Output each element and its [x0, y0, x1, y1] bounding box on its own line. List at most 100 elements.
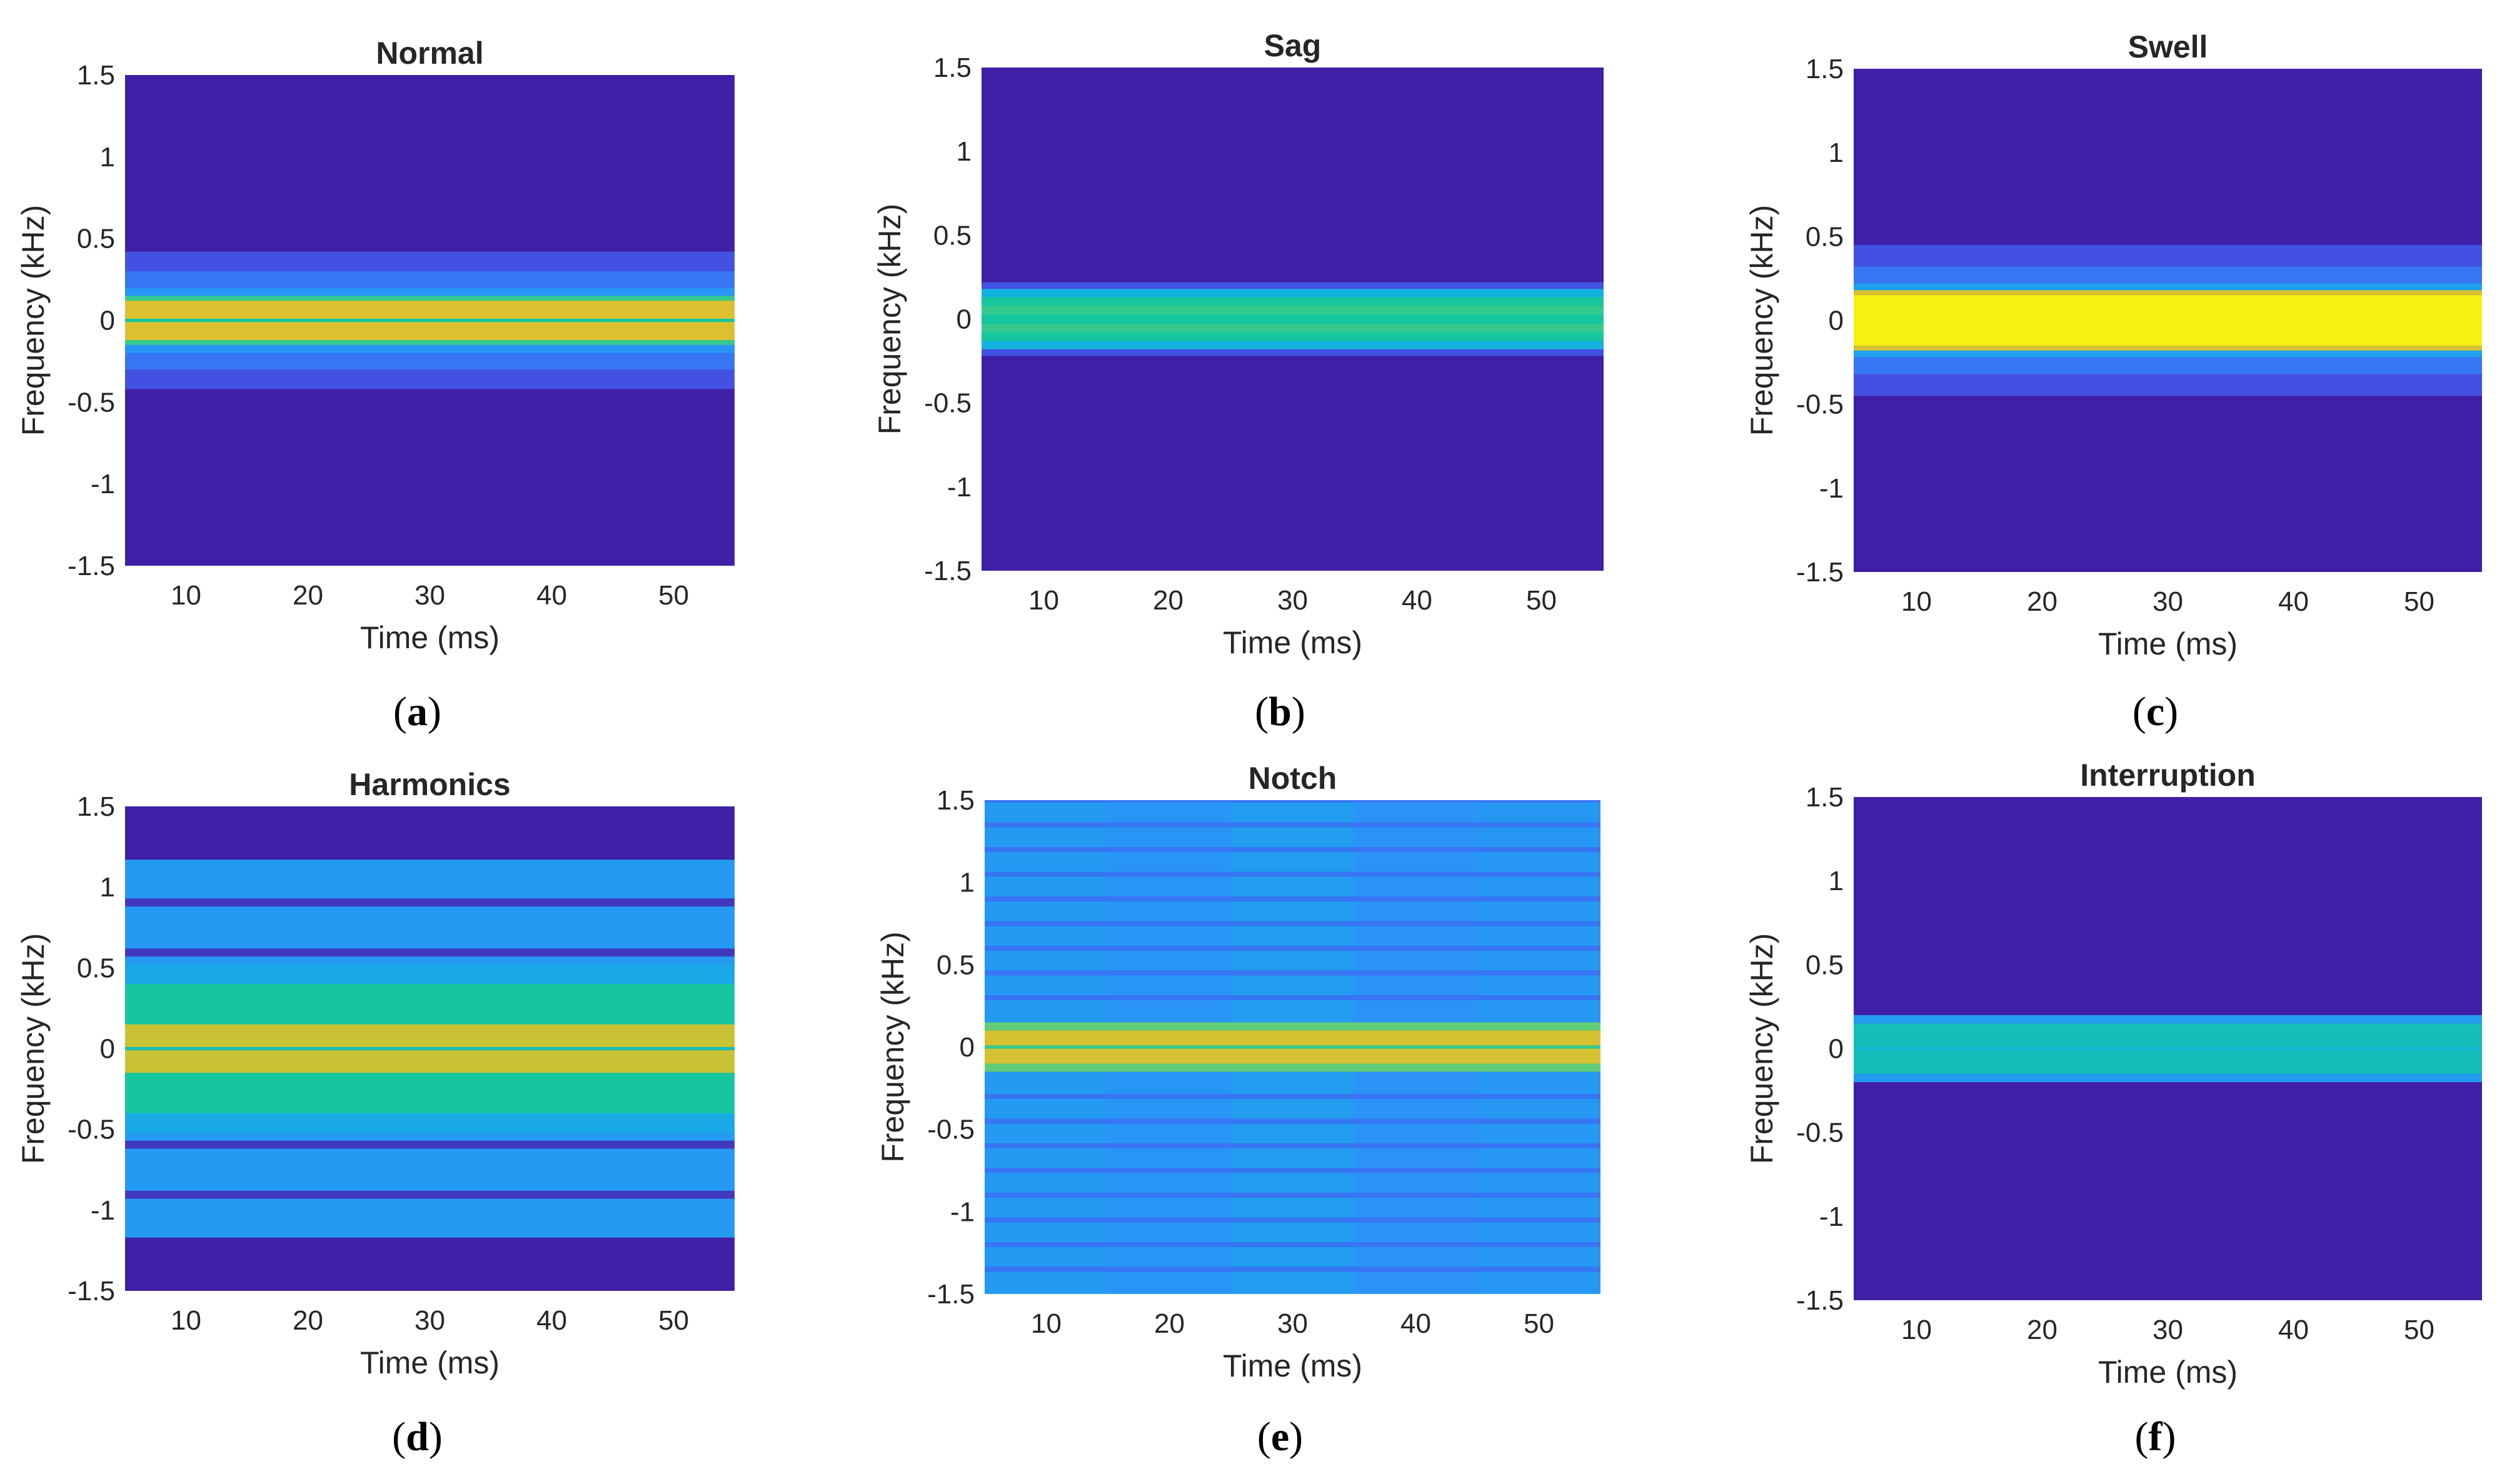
heatmap-band — [125, 1190, 735, 1199]
heatmap-area — [1854, 797, 2482, 1300]
y-tick-label: 0.5 — [77, 953, 115, 983]
panel-title: Interruption — [2080, 758, 2256, 793]
panel-caption: (a) — [393, 689, 441, 734]
y-tick-label: 1.5 — [933, 53, 972, 83]
x-tick-label: 50 — [2404, 1315, 2434, 1345]
x-axis-label: Time (ms) — [1223, 1348, 1362, 1383]
x-tick-label: 40 — [2278, 1315, 2309, 1345]
y-tick-label: -1.5 — [924, 556, 972, 586]
panel-title: Harmonics — [349, 767, 510, 802]
heatmap-area — [985, 800, 1600, 1294]
y-axis-label: Frequency (kHz) — [872, 204, 907, 435]
heatmap-stripe — [985, 1217, 1600, 1223]
x-tick-label: 50 — [658, 580, 689, 611]
heatmap-stripe — [985, 822, 1600, 828]
heatmap-band — [125, 318, 735, 323]
y-tick-label: 0.5 — [77, 224, 115, 254]
x-tick-label: 40 — [1402, 585, 1432, 616]
x-axis-label: Time (ms) — [2098, 1355, 2238, 1390]
x-tick-label: 10 — [1028, 585, 1059, 616]
y-tick-label: -0.5 — [927, 1115, 975, 1145]
heatmap-band — [982, 306, 1604, 314]
y-tick-label: -0.5 — [1796, 1118, 1844, 1148]
heatmap-stripe — [985, 800, 1600, 803]
y-tick-label: 1 — [1829, 866, 1844, 896]
heatmap-stripe — [985, 896, 1600, 901]
heatmap-stripe — [985, 1143, 1600, 1148]
y-tick-label: 1 — [960, 868, 975, 898]
y-tick-label: -1 — [1819, 473, 1844, 504]
heatmap-stripe — [985, 1094, 1600, 1099]
panel-caption-letter: b — [1269, 689, 1292, 734]
x-tick-label: 40 — [1400, 1308, 1431, 1339]
panel-b: Sag 1.5 1 0.5 0 -0.5 -1 -1.5 10 20 30 40 50 Time (ms)… — [872, 28, 1604, 734]
heatmap-stripe — [985, 871, 1600, 877]
y-axis-label: Frequency (kHz) — [1744, 933, 1779, 1165]
y-tick-label: 0.5 — [933, 220, 972, 251]
heatmap-stripe — [985, 847, 1600, 852]
panel-caption-letter: f — [2149, 1414, 2163, 1460]
panel-title: Sag — [1264, 28, 1322, 63]
y-tick-label: -1.5 — [1796, 557, 1844, 588]
y-tick-label: -1.5 — [68, 1276, 115, 1306]
heatmap-stripe — [985, 1168, 1600, 1173]
panel-caption: (f) — [2135, 1414, 2176, 1460]
panel-e: Notch 1.5 1 0.5 0 -0.5 -1 -1.5 10 20 30 40 50 Time (m… — [875, 761, 1600, 1460]
heatmap-band — [985, 1045, 1600, 1049]
x-axis-label: Time (ms) — [360, 620, 500, 655]
y-tick-label: 0 — [957, 304, 972, 335]
y-tick-label: 1 — [100, 872, 115, 903]
heatmap-band — [982, 297, 1604, 341]
heatmap-band — [982, 324, 1604, 333]
y-tick-label: 0 — [100, 1034, 115, 1065]
y-tick-label: -1 — [950, 1196, 975, 1227]
heatmap-band — [125, 898, 735, 907]
x-tick-label: 20 — [293, 1305, 323, 1336]
y-tick-label: 0.5 — [1806, 950, 1844, 980]
heatmap-band — [125, 1046, 735, 1051]
heatmap-band — [1854, 1046, 2482, 1051]
heatmap-area — [1854, 69, 2482, 572]
panel-caption-letter: a — [407, 689, 428, 734]
x-tick-label: 40 — [536, 580, 567, 611]
heatmap-area — [982, 68, 1604, 571]
y-tick-label: -0.5 — [68, 1115, 115, 1145]
y-axis-label: Frequency (kHz) — [1744, 205, 1779, 436]
heatmap-stripe — [985, 970, 1600, 976]
y-tick-label: -0.5 — [924, 388, 972, 419]
panel-title: Notch — [1248, 761, 1337, 796]
y-tick-label: 0 — [100, 306, 115, 336]
x-tick-label: 50 — [1526, 585, 1557, 616]
y-tick-label: 0 — [960, 1032, 975, 1063]
panel-d: Harmonics 1.5 1 0.5 0 -0.5 -1 -1.5 10 20 30 40 50 Tim… — [16, 767, 735, 1460]
y-tick-label: 0.5 — [937, 950, 975, 980]
y-tick-label: -1.5 — [1796, 1285, 1844, 1316]
panel-a: Normal 1.5 1 0.5 0 -0.5 -1 -1.5 10 20 30 40 50 Time (… — [16, 36, 735, 734]
y-tick-label: 0.5 — [1806, 221, 1844, 252]
y-axis-label: Frequency (kHz) — [16, 933, 51, 1165]
panel-title: Swell — [2128, 29, 2208, 64]
y-tick-label: -1.5 — [68, 551, 115, 581]
heatmap-stripe — [985, 995, 1600, 1000]
y-tick-label: 0 — [1829, 306, 1844, 336]
y-tick-label: 0 — [1829, 1034, 1844, 1065]
panel-caption-letter: c — [2146, 689, 2164, 734]
panel-caption: (c) — [2133, 689, 2178, 734]
y-tick-label: 1.5 — [1806, 54, 1844, 84]
y-tick-label: -1 — [91, 1195, 115, 1226]
panel-title: Normal — [376, 36, 483, 71]
panel-c: Swell 1.5 1 0.5 0 -0.5 -1 -1.5 10 20 30 40 50 Time (m… — [1744, 29, 2482, 734]
heatmap-band — [1854, 295, 2482, 346]
x-tick-label: 30 — [414, 580, 445, 611]
y-tick-label: 1 — [100, 142, 115, 173]
x-tick-label: 50 — [1524, 1308, 1554, 1339]
y-axis-label: Frequency (kHz) — [16, 205, 51, 436]
y-tick-label: 1.5 — [77, 60, 115, 91]
x-tick-label: 40 — [536, 1305, 567, 1336]
x-tick-label: 30 — [2153, 586, 2183, 617]
x-tick-label: 30 — [2153, 1315, 2183, 1345]
y-tick-label: 1 — [1829, 138, 1844, 168]
y-tick-label: -0.5 — [68, 387, 115, 418]
x-tick-label: 20 — [293, 580, 323, 611]
